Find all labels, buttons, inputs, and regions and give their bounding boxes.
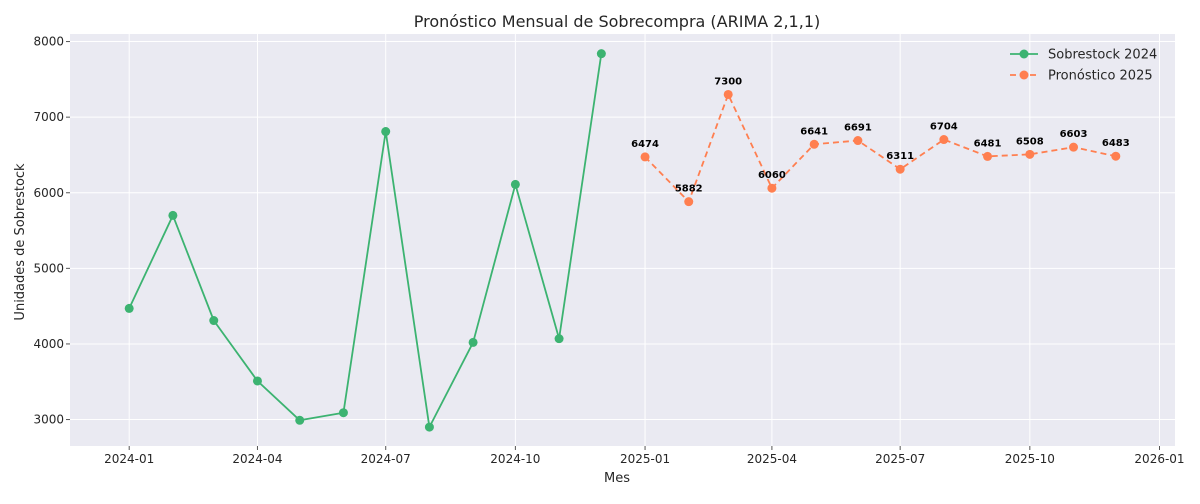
x-tick-label: 2024-07	[361, 452, 411, 466]
data-label: 6060	[758, 170, 786, 181]
legend: Sobrestock 2024 Pronóstico 2025	[1010, 48, 1157, 84]
y-tick-label: 8000	[33, 35, 64, 49]
data-label: 6691	[844, 123, 872, 134]
data-labels: 6474 5882 7300 6060 6641 6691 6311 6704 6481 6508…	[631, 76, 1130, 194]
data-point	[510, 179, 520, 189]
data-point	[554, 334, 564, 344]
data-label: 6704	[930, 122, 958, 133]
data-point	[209, 316, 219, 326]
data-point	[424, 422, 434, 432]
x-tick-label: 2025-01	[620, 452, 670, 466]
data-point	[983, 151, 993, 161]
data-point	[853, 136, 863, 146]
data-label: 6311	[886, 151, 914, 162]
data-point	[723, 89, 733, 99]
data-label: 6508	[1016, 136, 1044, 147]
data-point	[684, 197, 694, 207]
series-layer	[124, 49, 1121, 432]
y-tick-label: 7000	[33, 110, 64, 124]
data-label: 7300	[714, 76, 742, 87]
grid-lines	[70, 34, 1175, 446]
x-axis-label: Mes	[604, 471, 630, 486]
y-tick-label: 6000	[33, 186, 64, 200]
data-point	[640, 152, 650, 162]
legend-label: Pronóstico 2025	[1048, 69, 1153, 84]
x-tick-label: 2025-04	[747, 452, 797, 466]
data-point	[168, 210, 178, 220]
data-point	[767, 183, 777, 193]
data-label: 6641	[800, 126, 828, 137]
data-label: 6474	[631, 139, 659, 150]
legend-marker	[1019, 49, 1029, 59]
data-point	[295, 415, 305, 425]
y-tick-label: 5000	[33, 261, 64, 275]
chart-title: Pronóstico Mensual de Sobrecompra (ARIMA…	[414, 12, 821, 31]
plot-area	[70, 34, 1175, 446]
x-tick-label: 2024-04	[232, 452, 282, 466]
y-axis-label: Unidades de Sobrestock	[13, 163, 28, 321]
data-point	[596, 49, 606, 59]
y-tick-label: 4000	[33, 337, 64, 351]
x-tick-label: 2024-01	[104, 452, 154, 466]
x-tick-label: 2025-10	[1005, 452, 1055, 466]
y-tick-label: 3000	[33, 413, 64, 427]
data-point	[809, 139, 819, 149]
data-label: 6483	[1102, 138, 1130, 149]
data-label: 6481	[974, 138, 1002, 149]
series-line-2	[644, 93, 1116, 203]
data-point	[124, 303, 134, 313]
data-point	[895, 164, 905, 174]
series-line-1	[128, 53, 603, 429]
data-point	[252, 376, 262, 386]
data-point	[338, 408, 348, 418]
data-label: 6603	[1060, 129, 1088, 140]
x-tick-label: 2025-07	[875, 452, 925, 466]
data-point	[1069, 142, 1079, 152]
data-point	[1111, 151, 1121, 161]
axis-ticks: 2024-01 2024-04 2024-07 2024-10 2025-01 2025-…	[33, 35, 1184, 466]
legend-marker	[1019, 70, 1029, 80]
legend-label: Sobrestock 2024	[1048, 48, 1157, 63]
data-label: 5882	[675, 184, 703, 195]
data-point	[381, 127, 391, 137]
data-point	[939, 135, 949, 145]
x-tick-label: 2026-01	[1134, 452, 1184, 466]
data-point	[1025, 149, 1035, 159]
x-tick-label: 2024-10	[490, 452, 540, 466]
data-point	[468, 337, 478, 347]
